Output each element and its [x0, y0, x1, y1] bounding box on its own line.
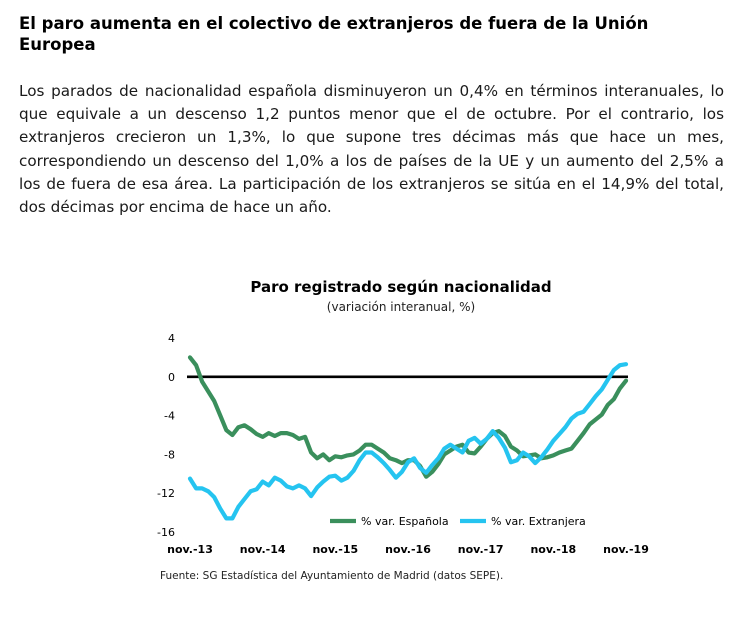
legend-label: % var. Española — [361, 515, 449, 528]
chart-lines — [187, 355, 629, 521]
series-line — [187, 362, 629, 521]
section-heading: El paro aumenta en el colectivo de extra… — [19, 14, 649, 54]
y-tick-label: -8 — [164, 448, 175, 461]
y-tick-label: -4 — [164, 410, 175, 423]
source-note: Fuente: SG Estadística del Ayuntamiento … — [160, 570, 504, 582]
x-tick-label: nov.-19 — [603, 543, 649, 556]
x-tick-label: nov.-14 — [240, 543, 286, 556]
y-tick-label: 4 — [168, 332, 175, 345]
x-tick-label: nov.-17 — [458, 543, 504, 556]
x-tick-label: nov.-18 — [530, 543, 576, 556]
chart-title: Paro registrado según nacionalidad — [250, 278, 551, 296]
chart-legend: % var. Española % var. Extranjera — [330, 515, 586, 528]
chart-axes: 4 0 -4 -8 -12 -16 nov.-13 nov.-14 nov.-15 nov.-16… — [157, 332, 649, 556]
series-line — [187, 355, 629, 479]
y-tick-label: 0 — [168, 371, 175, 384]
x-tick-label: nov.-15 — [312, 543, 358, 556]
y-tick-label: -12 — [157, 487, 175, 500]
y-tick-label: -16 — [157, 526, 175, 539]
body-paragraph: Los parados de nacionalidad española dis… — [19, 82, 724, 217]
legend-label: % var. Extranjera — [491, 515, 586, 528]
x-tick-label: nov.-16 — [385, 543, 431, 556]
chart-subtitle: (variación interanual, %) — [327, 300, 475, 314]
x-tick-label: nov.-13 — [167, 543, 213, 556]
